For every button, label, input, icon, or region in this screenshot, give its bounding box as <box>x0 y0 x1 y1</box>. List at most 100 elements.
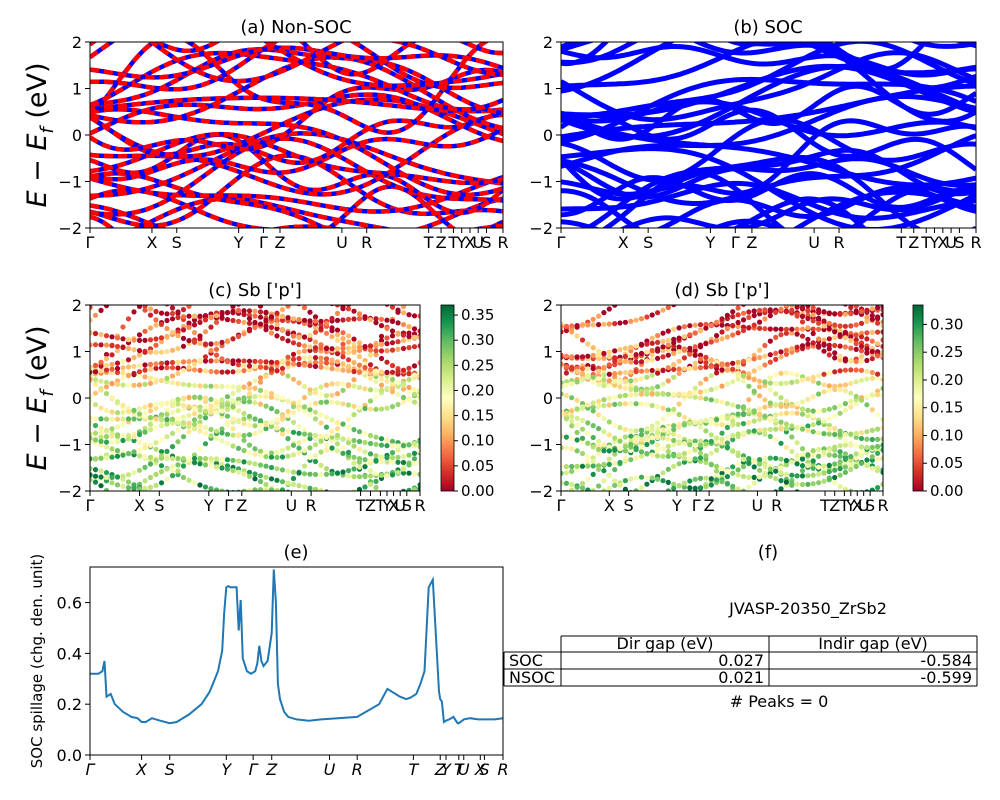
projection-point <box>596 446 602 453</box>
projection-point <box>104 528 109 533</box>
projection-point <box>312 442 319 448</box>
projection-point <box>169 347 176 353</box>
kpath-label: X <box>135 760 148 779</box>
projection-point <box>880 323 883 329</box>
projection-point <box>269 495 274 500</box>
panel-e-spillage-line <box>90 569 503 725</box>
projection-point <box>730 464 736 470</box>
projection-point <box>224 384 231 390</box>
projection-point <box>665 305 671 311</box>
projection-point <box>115 294 120 299</box>
projection-point <box>345 383 352 389</box>
projection-point <box>746 375 752 381</box>
projection-point <box>247 491 252 496</box>
projection-point <box>236 489 241 491</box>
projection-point <box>389 305 396 310</box>
projection-point <box>230 308 236 315</box>
projection-point <box>649 475 655 481</box>
ytick-label: −1 <box>529 173 553 192</box>
projection-point <box>665 425 671 431</box>
projection-point <box>235 368 242 374</box>
projection-point <box>671 406 677 412</box>
projection-point <box>880 481 883 487</box>
projection-point <box>186 420 192 426</box>
projection-point <box>340 401 346 407</box>
projection-point <box>569 413 575 419</box>
projection-point <box>125 479 132 485</box>
projection-point <box>312 345 319 351</box>
projection-point <box>241 396 247 402</box>
projection-point <box>147 306 154 312</box>
projection-point <box>109 361 115 367</box>
ytick-label: −2 <box>529 482 553 501</box>
projection-point <box>795 298 800 303</box>
projection-point <box>318 412 324 418</box>
projection-point <box>757 457 763 463</box>
projection-point <box>575 293 580 298</box>
projection-point <box>799 426 806 432</box>
projection-point <box>268 476 275 482</box>
projection-point <box>98 438 104 444</box>
projection-point <box>671 426 677 433</box>
projection-point <box>329 428 335 434</box>
projection-point <box>783 326 790 332</box>
projection-point <box>98 416 104 422</box>
projection-point <box>329 508 334 513</box>
projection-point <box>778 306 784 312</box>
projection-point <box>880 469 883 475</box>
projection-point <box>773 293 778 298</box>
projection-point <box>180 474 187 481</box>
projection-point <box>826 452 832 458</box>
projection-point <box>202 329 209 335</box>
projection-point <box>109 439 115 445</box>
projection-point <box>778 354 784 360</box>
projection-point <box>574 323 580 329</box>
projection-point <box>875 320 881 326</box>
projection-point <box>186 305 192 309</box>
projection-point <box>340 493 345 498</box>
projection-point <box>224 359 231 365</box>
projection-point <box>384 378 390 384</box>
projection-point <box>131 437 137 444</box>
projection-point <box>746 474 752 480</box>
projection-point <box>186 429 192 435</box>
projection-point <box>241 448 247 454</box>
projection-point <box>312 324 319 331</box>
projection-point <box>864 393 870 399</box>
projection-point <box>258 492 263 497</box>
projection-point <box>563 434 570 440</box>
projection-point <box>406 461 412 467</box>
projection-point <box>848 398 854 405</box>
projection-point <box>644 436 650 442</box>
projection-point <box>263 373 269 379</box>
projection-point <box>730 379 736 385</box>
projection-point <box>574 397 580 403</box>
projection-point <box>351 460 357 466</box>
projection-point <box>362 449 368 455</box>
projection-point <box>579 417 586 423</box>
ylabel-middle: E − Ef (eV) <box>22 326 58 471</box>
projection-point <box>612 536 617 541</box>
projection-point <box>687 323 693 329</box>
projection-point <box>794 344 800 350</box>
projection-point <box>757 319 763 325</box>
projection-point <box>676 349 682 355</box>
projection-point <box>606 306 612 312</box>
ytick-label: −2 <box>529 219 553 238</box>
projection-point <box>202 341 209 347</box>
projection-point <box>649 347 655 354</box>
projection-point <box>714 337 720 343</box>
projection-point <box>92 479 99 485</box>
projection-point <box>109 454 115 460</box>
projection-point <box>400 399 407 405</box>
projection-point <box>296 341 302 348</box>
projection-point <box>158 480 165 486</box>
projection-point <box>794 326 800 332</box>
projection-point <box>318 345 324 351</box>
projection-point <box>148 253 153 258</box>
projection-point <box>246 320 253 326</box>
projection-point <box>848 431 854 437</box>
projection-point <box>87 265 92 270</box>
projection-point <box>147 380 154 386</box>
projection-point <box>159 535 164 540</box>
